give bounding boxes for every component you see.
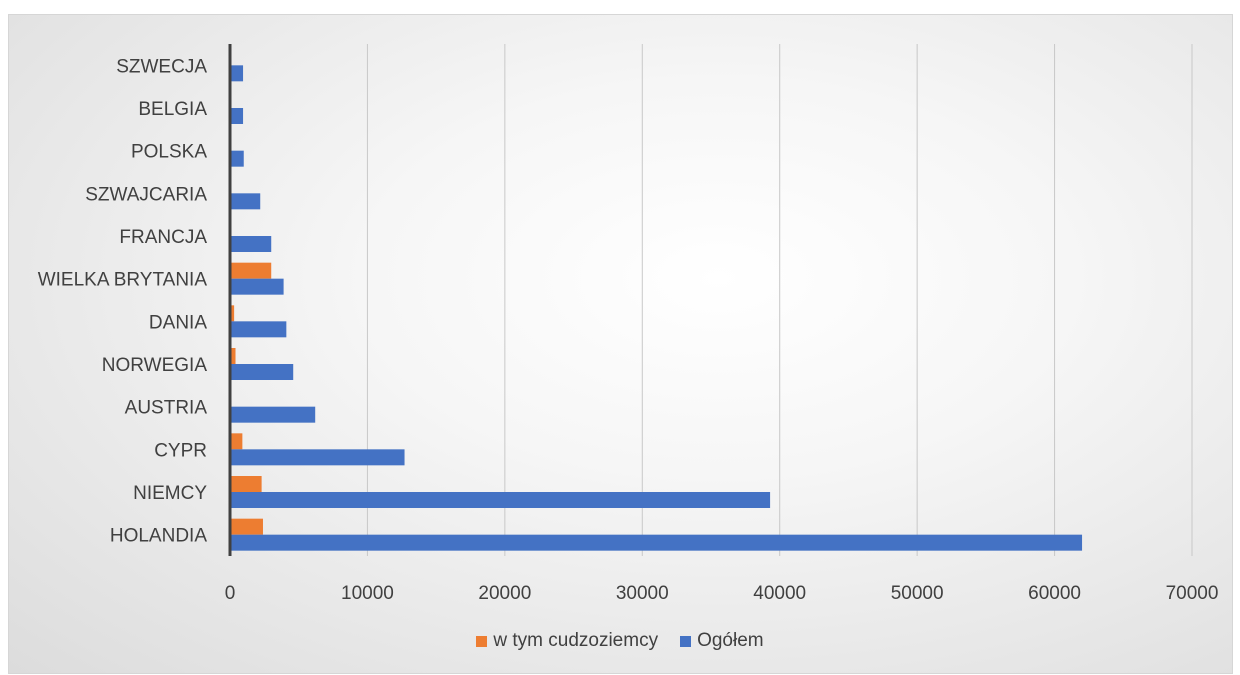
category-label: NIEMCY: [133, 483, 207, 504]
bar-ogolem-norwegia: [230, 364, 294, 380]
bar-ogolem-holandia: [230, 534, 1083, 551]
bar-cudzoziemcy-dania: [230, 305, 235, 322]
legend-label-ogolem: Ogółem: [697, 630, 764, 651]
category-label: SZWECJA: [116, 56, 207, 77]
bar-cudzoziemcy-niemcy: [230, 476, 262, 492]
category-label: POLSKA: [131, 142, 207, 163]
category-label: FRANCJA: [119, 227, 207, 248]
x-tick-label: 20000: [478, 583, 531, 604]
x-tick-label: 50000: [891, 583, 944, 604]
bar-ogolem-francja: [230, 236, 272, 252]
category-label: NORWEGIA: [102, 355, 208, 376]
bar-cudzoziemcy-norwegia: [230, 348, 236, 364]
bar-cudzoziemcy-wielka-brytania: [230, 262, 272, 279]
x-tick-label: 30000: [616, 583, 669, 604]
bar-ogolem-austria: [230, 406, 316, 423]
bar-ogolem-belgia: [230, 108, 244, 124]
x-tick-label: 0: [225, 583, 236, 604]
legend-swatch-ogolem: [680, 635, 692, 647]
category-label: CYPR: [154, 440, 207, 461]
category-label: AUSTRIA: [125, 398, 208, 419]
bar-ogolem-polska: [230, 150, 244, 167]
x-tick-label: 60000: [1028, 583, 1081, 604]
bar-ogolem-szwajcaria: [230, 193, 261, 210]
legend-item-ogolem: Ogółem: [680, 630, 764, 652]
bar-ogolem-szwecja: [230, 65, 244, 82]
x-tick-labels: 0 10000 20000 30000 40000 50000 60000 70000: [225, 583, 1219, 604]
bar-cudzoziemcy-cypr: [230, 433, 243, 450]
category-label: HOLANDIA: [110, 526, 207, 547]
x-tick-label: 10000: [341, 583, 394, 604]
legend-swatch-cudzoziemcy: [476, 635, 488, 647]
bar-cudzoziemcy-holandia: [230, 518, 263, 535]
bar-ogolem-dania: [230, 321, 287, 338]
category-labels: HOLANDIA NIEMCY CYPR AUSTRIA NORWEGIA DANIA WI…: [38, 56, 208, 546]
bar-ogolem-wielka-brytania: [230, 278, 284, 295]
category-label: DANIA: [149, 312, 207, 333]
category-label: WIELKA BRYTANIA: [38, 270, 208, 291]
gridlines: [366, 44, 1193, 556]
legend-item-cudzoziemcy: w tym cudzoziemcy: [476, 630, 658, 652]
bars: [230, 65, 1083, 551]
legend: w tym cudzoziemcy Ogółem: [0, 630, 1240, 652]
bar-ogolem-cypr: [230, 449, 405, 466]
x-tick-label: 40000: [753, 583, 806, 604]
chart-area: [8, 14, 1233, 674]
category-label: BELGIA: [138, 99, 207, 120]
category-label: SZWAJCARIA: [85, 184, 207, 205]
bar-ogolem-niemcy: [230, 492, 771, 508]
legend-label-cudzoziemcy: w tym cudzoziemcy: [493, 630, 659, 651]
x-tick-label: 70000: [1166, 583, 1219, 604]
